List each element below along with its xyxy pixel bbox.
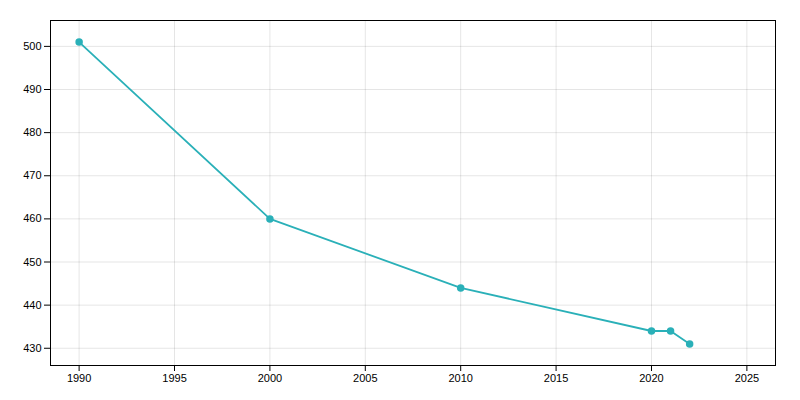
svg-text:460: 460 <box>23 212 41 224</box>
svg-text:2010: 2010 <box>448 372 472 384</box>
svg-text:430: 430 <box>23 342 41 354</box>
svg-text:2015: 2015 <box>544 372 568 384</box>
svg-text:440: 440 <box>23 299 41 311</box>
svg-text:2020: 2020 <box>639 372 663 384</box>
svg-text:1995: 1995 <box>162 372 186 384</box>
svg-text:500: 500 <box>23 40 41 52</box>
svg-text:2025: 2025 <box>735 372 759 384</box>
svg-text:450: 450 <box>23 256 41 268</box>
svg-text:490: 490 <box>23 83 41 95</box>
svg-text:1990: 1990 <box>67 372 91 384</box>
svg-text:2000: 2000 <box>258 372 282 384</box>
svg-text:470: 470 <box>23 169 41 181</box>
svg-text:480: 480 <box>23 126 41 138</box>
svg-text:2005: 2005 <box>353 372 377 384</box>
